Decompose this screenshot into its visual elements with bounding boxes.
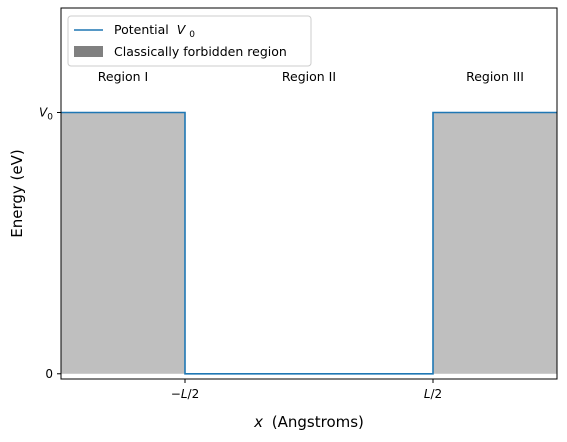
- region-labels: Region I Region II Region III: [98, 69, 524, 84]
- x-axis-unit: (Angstroms): [272, 413, 364, 431]
- legend: Potential V 0 Classically forbidden regi…: [67, 15, 312, 67]
- potential-line: [61, 111, 557, 375]
- forbidden-region-1: [61, 112, 185, 374]
- legend-box: [67, 15, 312, 67]
- legend-forbidden-label: Classically forbidden region: [114, 44, 287, 59]
- x-axis-variable: x: [253, 413, 263, 431]
- y-axis-ticks: 0 V0: [39, 106, 61, 381]
- forbidden-region-2: [433, 112, 557, 374]
- plot-frame: [60, 7, 558, 380]
- x-axis-label: x (Angstroms): [253, 413, 364, 431]
- x-tick-label-2: L/2: [424, 387, 442, 401]
- y-tick-label-1: 0: [45, 367, 53, 381]
- y-axis-label: Energy (eV): [8, 149, 26, 237]
- y-tick-label-2: V0: [39, 106, 53, 123]
- forbidden-region-fills: [61, 112, 557, 374]
- legend-potential-label: Potential V 0: [114, 22, 195, 40]
- region-label-3: Region III: [466, 69, 524, 84]
- legend-potential-sub: 0: [189, 30, 195, 40]
- series-layer: [61, 111, 557, 375]
- region-label-2: Region II: [282, 69, 336, 84]
- x-axis-ticks: −L/2 L/2: [171, 379, 442, 401]
- legend-potential-symbol: V: [177, 22, 187, 37]
- region-label-1: Region I: [98, 69, 148, 84]
- x-tick-label-1: −L/2: [171, 387, 199, 401]
- legend-forbidden-patch: [74, 46, 103, 57]
- legend-potential-name: Potential: [114, 22, 169, 37]
